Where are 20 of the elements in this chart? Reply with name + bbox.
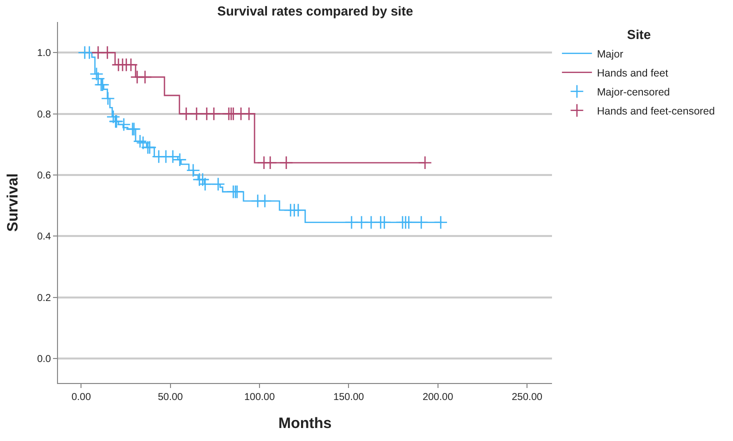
y-tick-label: 0.2: [37, 292, 52, 304]
legend-label: Hands and feet-censored: [596, 105, 716, 118]
y-tick-label: 1.0: [37, 48, 52, 60]
x-tick-label: 200.00: [422, 392, 454, 403]
x-tick-label: 150.00: [333, 392, 364, 403]
y-tick-label: 0.6: [37, 170, 52, 182]
legend-label: Hands and feet: [596, 67, 668, 80]
x-tick-label: 100.00: [244, 392, 276, 403]
x-tick-label: 50.00: [158, 392, 184, 403]
y-tick-label: 0.4: [37, 232, 52, 243]
legend-label: Major: [596, 48, 624, 60]
x-axis-title: Months: [278, 415, 332, 432]
x-tick-label: 0.00: [71, 392, 92, 403]
y-tick-label: 0.0: [37, 354, 52, 366]
legend-title: Site: [627, 26, 651, 42]
y-axis-title: Survival: [4, 173, 22, 232]
x-tick-label: 250.00: [512, 392, 543, 403]
chart-title: Survival rates compared by site: [217, 4, 414, 19]
legend-label: Major-censored: [596, 86, 670, 98]
y-tick-label: 0.8: [37, 109, 52, 120]
